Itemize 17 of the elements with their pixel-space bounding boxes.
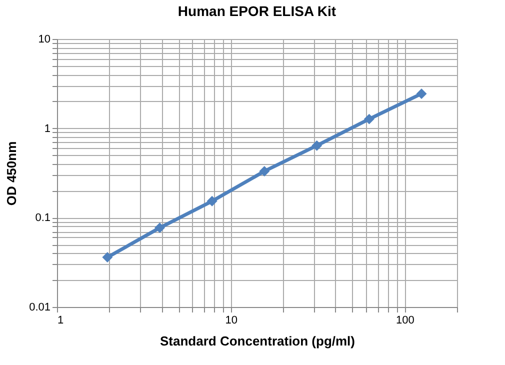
point [364, 114, 374, 124]
x-tick-label: 1 [58, 314, 64, 326]
chart-title: Human EPOR ELISA Kit [178, 3, 336, 19]
point [259, 166, 270, 176]
x-tick-label: 10 [225, 314, 238, 326]
x-axis-title: Standard Concentration (pg/ml) [160, 334, 355, 348]
point [206, 196, 218, 206]
point [102, 252, 113, 263]
y-tick-label: 0.01 [29, 302, 50, 314]
point [154, 222, 165, 234]
y-tick-label: 0.1 [35, 212, 50, 224]
y-axis-title: OD 450nm [4, 141, 20, 206]
point [312, 140, 322, 151]
x-tick-label: 100 [396, 314, 414, 326]
point [416, 88, 427, 99]
y-tick-label: 10 [38, 34, 50, 46]
y-tick-label: 1 [44, 122, 50, 135]
